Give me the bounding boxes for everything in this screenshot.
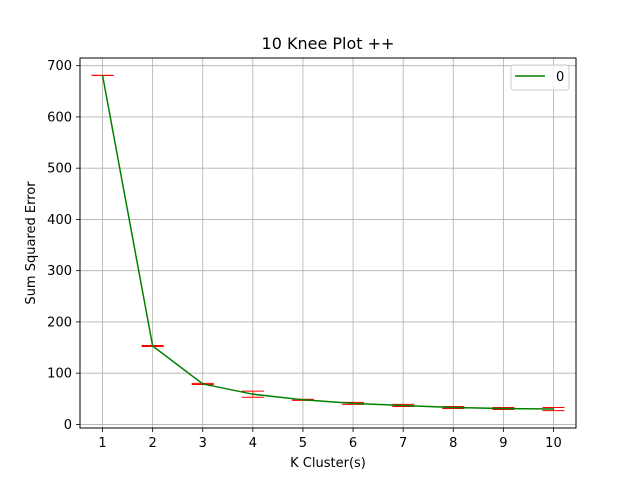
x-tick-label: 9 [499, 436, 507, 451]
x-tick-label: 1 [98, 436, 106, 451]
legend: 0 [510, 64, 570, 91]
y-tick-label: 700 [47, 59, 72, 74]
x-tick-label: 10 [545, 436, 562, 451]
chart-title: 10 Knee Plot ++ [262, 34, 395, 53]
x-tick-label: 6 [349, 436, 357, 451]
y-axis-label: Sum Squared Error [24, 181, 39, 305]
x-tick-label: 4 [249, 436, 257, 451]
x-tick-label: 8 [449, 436, 457, 451]
y-tick-label: 200 [47, 315, 72, 330]
y-tick-label: 0 [64, 418, 72, 433]
y-tick-label: 500 [47, 162, 72, 177]
series-lines [101, 75, 554, 410]
y-tick-label: 100 [47, 367, 72, 382]
legend-label: 0 [556, 70, 564, 85]
series-line [101, 75, 554, 410]
legend-box [510, 64, 570, 91]
x-axis-label: K Cluster(s) [290, 456, 366, 471]
y-tick-label: 300 [47, 264, 72, 279]
plot-frame [79, 57, 577, 429]
x-tick-label: 7 [399, 436, 407, 451]
x-tick-label: 3 [199, 436, 207, 451]
x-tick-label: 5 [299, 436, 307, 451]
x-tick-label: 2 [149, 436, 157, 451]
y-tick-label: 600 [47, 110, 72, 125]
y-tick-label: 400 [47, 213, 72, 228]
grid [80, 58, 576, 428]
